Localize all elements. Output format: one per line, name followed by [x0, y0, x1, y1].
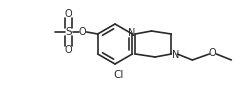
Text: O: O: [65, 9, 72, 19]
Text: Cl: Cl: [114, 70, 124, 80]
Text: O: O: [209, 48, 216, 58]
Text: O: O: [65, 45, 72, 55]
Text: N: N: [128, 28, 135, 38]
Text: O: O: [79, 27, 87, 37]
Text: N: N: [172, 50, 179, 60]
Text: S: S: [65, 27, 72, 37]
